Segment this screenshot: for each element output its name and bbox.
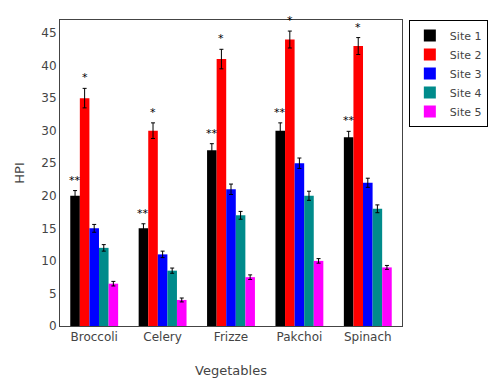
svg-text:Site 4: Site 4: [450, 87, 482, 100]
svg-text:*: *: [355, 21, 361, 34]
svg-text:**: **: [274, 106, 286, 119]
svg-text:40: 40: [41, 59, 56, 73]
svg-text:Frizze: Frizze: [214, 330, 248, 344]
svg-text:30: 30: [41, 124, 56, 138]
svg-text:Site 3: Site 3: [450, 68, 482, 81]
svg-text:45: 45: [41, 26, 56, 40]
svg-text:HPI: HPI: [12, 162, 27, 183]
svg-text:**: **: [206, 127, 218, 140]
svg-text:*: *: [82, 71, 88, 84]
svg-text:Site 1: Site 1: [450, 30, 482, 43]
svg-text:20: 20: [41, 189, 56, 203]
svg-text:15: 15: [41, 222, 56, 236]
svg-text:35: 35: [41, 91, 56, 105]
svg-text:5: 5: [49, 287, 57, 301]
svg-text:**: **: [137, 207, 149, 220]
svg-text:*: *: [218, 32, 224, 45]
svg-text:Vegetables: Vegetables: [195, 363, 267, 378]
svg-text:**: **: [69, 174, 81, 187]
svg-text:**: **: [343, 114, 355, 127]
svg-text:*: *: [150, 106, 156, 119]
svg-text:Broccoli: Broccoli: [70, 330, 117, 344]
svg-text:Site 2: Site 2: [450, 49, 482, 62]
svg-text:10: 10: [41, 254, 56, 268]
svg-text:0: 0: [49, 319, 57, 333]
svg-text:Celery: Celery: [143, 330, 182, 344]
svg-text:*: *: [287, 14, 293, 27]
svg-text:Site 5: Site 5: [450, 106, 482, 119]
svg-text:25: 25: [41, 156, 56, 170]
svg-text:Pakchoi: Pakchoi: [276, 330, 322, 344]
svg-text:Spinach: Spinach: [344, 330, 392, 344]
